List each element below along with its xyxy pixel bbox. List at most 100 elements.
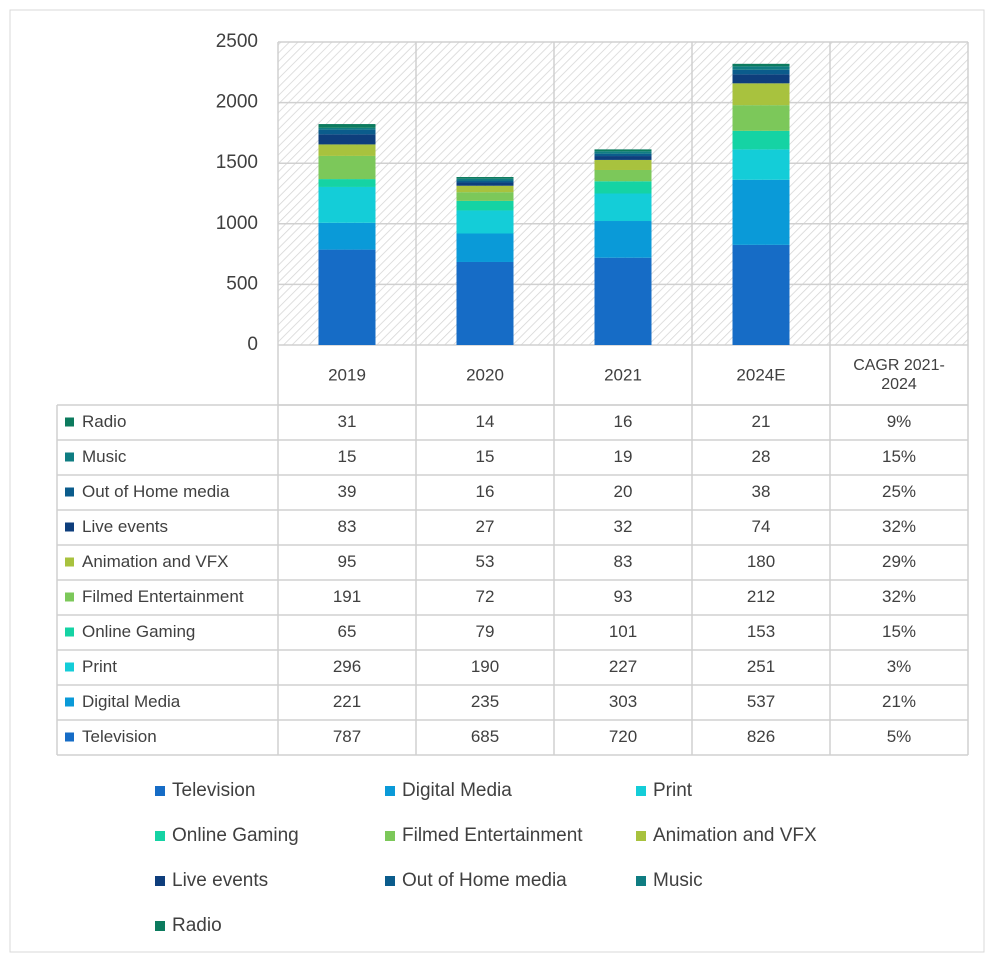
row-swatch <box>65 592 74 602</box>
bar-segment <box>318 222 376 250</box>
bar-segment <box>456 261 514 345</box>
bar-segment <box>732 66 790 70</box>
legend-label: Music <box>653 870 703 891</box>
table-value: 720 <box>609 727 637 746</box>
bar-segment <box>594 153 652 157</box>
row-swatch <box>65 452 74 462</box>
bar-segment <box>594 169 652 182</box>
table-value: 38 <box>752 482 771 501</box>
bar-segment <box>456 233 514 262</box>
table-value: 685 <box>471 727 499 746</box>
row-swatch <box>65 417 74 427</box>
row-label: Filmed Entertainment <box>82 587 244 606</box>
row-swatch <box>65 732 74 742</box>
table-value: 19 <box>614 447 633 466</box>
legend-label: Animation and VFX <box>653 825 817 846</box>
bar-segment <box>318 186 376 223</box>
bar-segment <box>456 178 514 181</box>
row-label: Radio <box>82 412 126 431</box>
table-value: 190 <box>471 657 499 676</box>
x-tick-label: 2021 <box>604 365 642 384</box>
bar-segment <box>732 149 790 180</box>
table-value: 31 <box>338 412 357 431</box>
table-value: 21 <box>752 412 771 431</box>
table-value: 227 <box>609 657 637 676</box>
bar-segment <box>732 74 790 84</box>
bar-segment <box>594 149 652 152</box>
bar-segment <box>732 83 790 106</box>
legend-label: Television <box>172 780 255 801</box>
x-tick-label: 2024E <box>736 365 785 384</box>
table-cagr: 5% <box>887 727 912 746</box>
row-swatch <box>65 697 74 707</box>
table-value: 15 <box>476 447 495 466</box>
bar-segment <box>594 221 652 258</box>
bar-segment <box>732 130 790 150</box>
row-label: Digital Media <box>82 692 181 711</box>
bar-segment <box>732 63 790 67</box>
bar-segment <box>732 244 790 345</box>
legend-label: Live events <box>172 870 268 891</box>
table-value: 16 <box>614 412 633 431</box>
bar-segment <box>318 144 376 156</box>
y-tick-label: 0 <box>247 334 258 355</box>
table-value: 83 <box>614 552 633 571</box>
legend-swatch <box>636 786 646 796</box>
table-value: 537 <box>747 692 775 711</box>
row-swatch <box>65 557 74 567</box>
table-value: 83 <box>338 517 357 536</box>
row-label: Music <box>82 447 127 466</box>
row-label: Television <box>82 727 157 746</box>
table-value: 251 <box>747 657 775 676</box>
legend-label: Filmed Entertainment <box>402 825 583 846</box>
y-tick-label: 1000 <box>216 213 258 234</box>
cagr-header-box: CAGR 2021-2024 <box>853 356 945 393</box>
bar-segment <box>456 177 514 179</box>
cagr-header: CAGR 2021-2024 <box>853 356 945 393</box>
y-tick-label: 500 <box>226 273 258 294</box>
table-value: 180 <box>747 552 775 571</box>
legend-label: Online Gaming <box>172 825 299 846</box>
table-value: 235 <box>471 692 499 711</box>
row-label: Print <box>82 657 117 676</box>
row-swatch <box>65 662 74 672</box>
frame <box>9 9 985 953</box>
table-value: 303 <box>609 692 637 711</box>
table-value: 53 <box>476 552 495 571</box>
table-cagr: 3% <box>887 657 912 676</box>
y-tick-label: 2500 <box>216 31 258 52</box>
row-swatch <box>65 487 74 497</box>
table-value: 28 <box>752 447 771 466</box>
bar-segment <box>594 159 652 170</box>
table-value: 787 <box>333 727 361 746</box>
table-value: 93 <box>614 587 633 606</box>
bar-segment <box>318 134 376 145</box>
table-value: 74 <box>752 517 771 536</box>
table-value: 15 <box>338 447 357 466</box>
bar-segment <box>456 182 514 186</box>
bar-segment <box>318 155 376 180</box>
bar-segment <box>456 210 514 234</box>
legend-swatch <box>155 786 165 796</box>
table-value: 39 <box>338 482 357 501</box>
row-label: Online Gaming <box>82 622 195 641</box>
legend-swatch <box>385 876 395 886</box>
table-value: 101 <box>609 622 637 641</box>
legend-swatch <box>155 876 165 886</box>
table-cagr: 21% <box>882 692 916 711</box>
bar-segment <box>732 105 790 131</box>
x-tick-label: 2019 <box>328 365 366 384</box>
row-swatch <box>65 522 74 532</box>
table-cagr: 32% <box>882 587 916 606</box>
bar-segment <box>594 257 652 345</box>
table-cagr: 32% <box>882 517 916 536</box>
legend-label: Out of Home media <box>402 870 567 891</box>
table-value: 153 <box>747 622 775 641</box>
bar-segment <box>318 124 376 128</box>
table-value: 212 <box>747 587 775 606</box>
table-value: 296 <box>333 657 361 676</box>
bar-segment <box>456 200 514 211</box>
y-tick-label: 2000 <box>216 92 258 113</box>
bar-segment <box>732 179 790 245</box>
